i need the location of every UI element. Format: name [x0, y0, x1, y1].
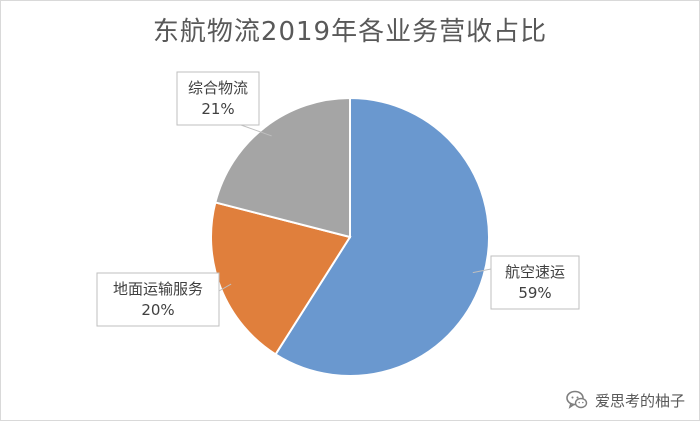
callout-leader-0 — [472, 268, 492, 274]
slice-category-label: 综合物流 — [188, 79, 248, 97]
slice-category-label: 航空速运 — [505, 263, 565, 281]
wechat-icon — [566, 390, 588, 409]
slice-percent-label: 59% — [518, 284, 551, 302]
callout-box-0 — [490, 255, 580, 310]
slice-category-label: 地面运输服务 — [113, 280, 203, 298]
pie-slice-2 — [214, 96, 351, 239]
callout-leader-1 — [218, 283, 232, 292]
chart-title: 东航物流2019年各业务营收占比 — [152, 17, 548, 47]
pie-callouts: 航空速运 59% 地面运输服务 20% 综合物流 21% — [96, 71, 580, 327]
callout-box-1 — [96, 272, 220, 327]
slice-percent-label: 20% — [141, 301, 174, 319]
pie-slices — [210, 96, 490, 377]
watermark: 爱思考的柚子 — [565, 388, 685, 412]
watermark-text: 爱思考的柚子 — [594, 391, 685, 410]
callout-leader-2 — [240, 124, 272, 137]
pie-slice-1 — [210, 201, 352, 356]
pie-slice-0 — [274, 96, 490, 377]
slice-percent-label: 21% — [201, 100, 234, 118]
callout-box-2 — [176, 71, 260, 126]
